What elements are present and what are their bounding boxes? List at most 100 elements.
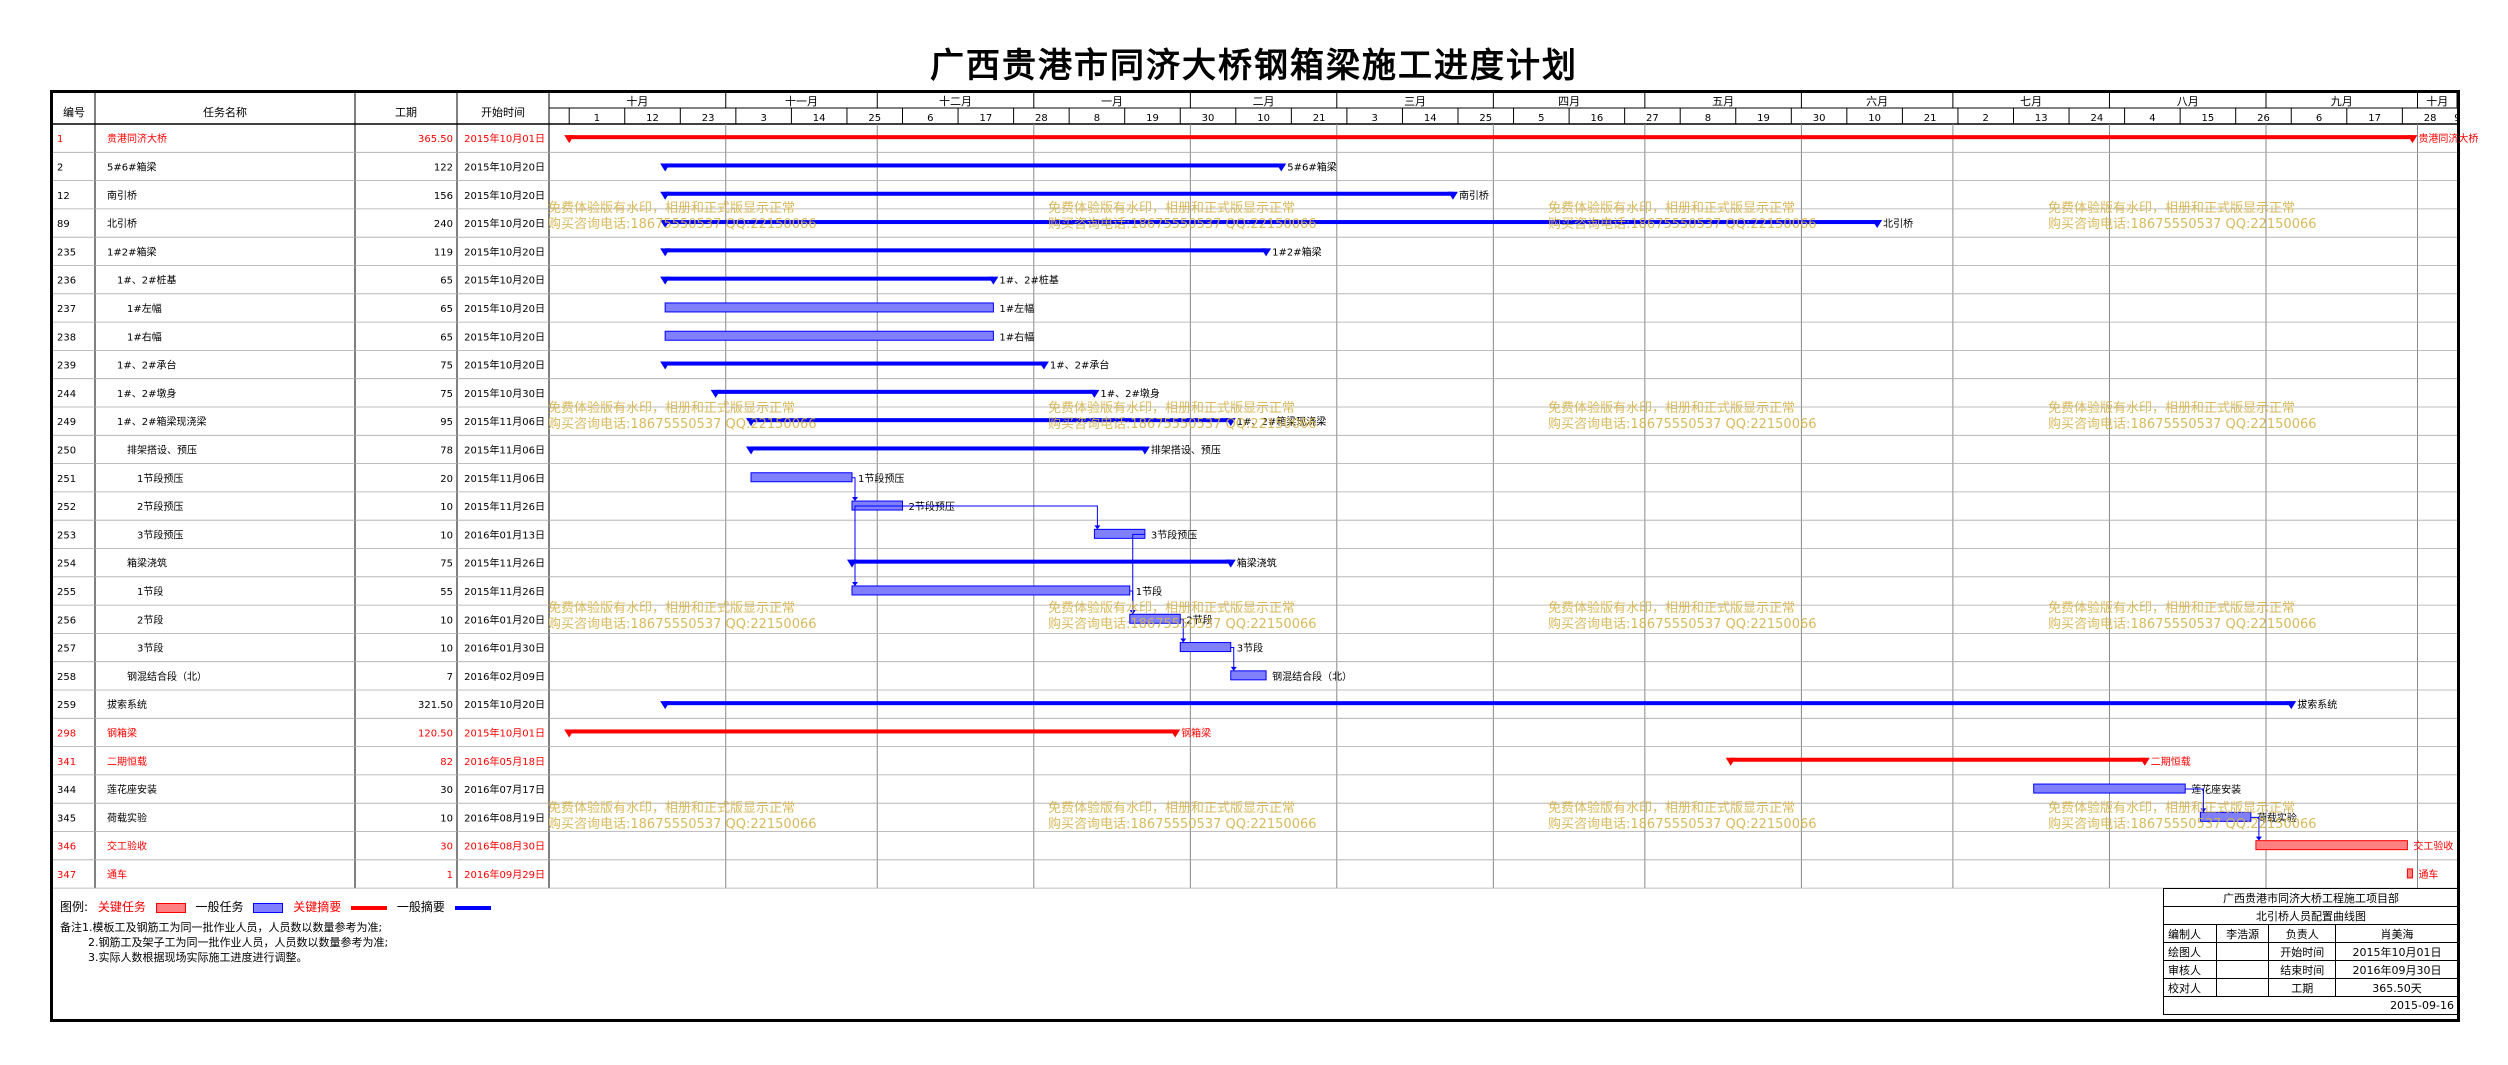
task-bar [851,585,1131,596]
summary-bar [569,135,2413,140]
watermark-line-2: 购买咨询电话:18675550537 QQ:22150066 [2048,816,2317,832]
cell-name: 3节段 [137,642,163,655]
cell-start: 2015年11月06日 [464,443,545,456]
cell-start: 2016年09月29日 [464,868,545,881]
dependency-link [852,477,856,501]
dependency-link [1180,618,1184,642]
cell-duration: 95 [440,417,453,428]
cell-name: 1节段预压 [137,472,183,485]
dependency-link [854,505,903,585]
cell-id: 256 [57,615,76,626]
tick-label: 16 [1591,113,1604,124]
cell-id: 250 [57,445,76,456]
summary-start-marker [746,418,756,427]
watermark-line-1: 免费体验版有水印，相册和正式版显示正常 [1548,400,1795,416]
tick-label: 10 [1868,113,1881,124]
title-block-cell [2215,978,2270,997]
title-block-cell: 校对人 [2163,978,2217,997]
watermark-line-1: 免费体验版有水印，相册和正式版显示正常 [1048,800,1295,816]
bar-label: 1节段预压 [858,472,904,485]
month-label: 四月 [1558,95,1580,108]
summary-end-marker [1261,248,1272,257]
gantt-frame [50,90,2460,1022]
tick-label: 8 [1094,113,1100,124]
watermark-line-1: 免费体验版有水印，相册和正式版显示正常 [548,200,795,216]
cell-duration: 55 [440,587,453,598]
summary-start-marker [660,361,671,370]
cell-name: 1节段 [137,585,163,598]
cell-id: 249 [57,417,76,428]
summary-start-marker [660,248,671,257]
summary-start-marker [660,163,671,172]
cell-id: 251 [57,474,76,485]
summary-end-marker [2407,135,2418,144]
title-block-cell: 负责人 [2268,924,2336,943]
bar-label: 交工验收 [2413,840,2453,853]
legend-critical-summary-swatch [351,905,388,910]
header-duration: 工期 [395,106,417,119]
bar-label: 北引桥 [1883,218,1913,230]
title-block-cell: 绘图人 [2163,942,2217,961]
legend-critical-task-swatch [155,902,186,913]
summary-end-marker [1276,163,1287,172]
cell-id: 253 [57,530,76,541]
summary-start-marker [746,446,756,455]
tick-label: 5 [1538,113,1544,124]
summary-bar [665,361,1044,366]
notes: 备注1.模板工及钢筋工为同一批作业人员，人员数以数量参考为准; 2.钢筋工及架子… [60,920,388,965]
dependency-arrow [1230,666,1237,671]
title-block-cell: 2016年09月30日 [2334,960,2460,979]
cell-name: 1#、2#承台 [117,359,176,372]
cell-start: 2015年10月01日 [464,726,545,739]
dependency-link [1230,647,1235,670]
month-label: 十月 [626,94,648,108]
note-line: 2.钢筋工及架子工为同一批作业人员，人员数以数量参考为准; [88,936,389,949]
cell-name: 3节段预压 [137,528,183,541]
bar-label: 二期恒载 [2151,755,2191,768]
cell-name: 1#2#箱梁 [107,245,156,258]
cell-name: 1#右幅 [127,330,162,343]
watermark-line-2: 购买咨询电话:18675550537 QQ:22150066 [548,216,817,232]
summary-start-marker [1725,757,1736,766]
tick-label: 12 [646,113,659,124]
summary-start-marker [660,220,671,229]
cell-id: 344 [57,785,76,796]
cell-start: 2016年01月20日 [464,613,545,626]
tick-label: 28 [2424,113,2437,124]
watermark-line-1: 免费体验版有水印，相册和正式版显示正常 [2048,800,2295,816]
task-bar [1230,670,1267,681]
cell-name: 北引桥 [107,218,137,230]
bar-label: 1#、2#箱梁现浇梁 [1237,415,1326,428]
title-block-cell: 2015年10月01日 [2334,942,2460,961]
cell-id: 298 [57,728,76,739]
cell-start: 2016年07月17日 [464,783,545,796]
tick-label: 4 [2149,113,2155,124]
summary-bar [665,276,994,281]
dependency-link [1132,533,1145,614]
month-label: 十一月 [785,94,818,108]
cell-name: 排架搭设、预压 [127,443,197,456]
cell-duration: 20 [440,474,453,485]
watermark-line-2: 购买咨询电话:18675550537 QQ:22150066 [2048,216,2317,232]
note-line: 备注1.模板工及钢筋工为同一批作业人员，人员数以数量参考为准; [60,921,383,934]
cell-duration: 75 [440,559,453,570]
month-label: 八月 [2177,95,2199,108]
cell-duration: 65 [440,276,453,287]
legend-critical-task: 关键任务 [97,900,146,914]
dependency-arrow [852,581,858,586]
cell-duration: 82 [440,757,453,768]
watermark-line-1: 免费体验版有水印，相册和正式版显示正常 [1548,800,1795,816]
bar-label: 箱梁浇筑 [1237,557,1277,570]
page-title: 广西贵港市同济大桥钢箱梁施工进度计划 [930,46,1578,86]
cell-duration: 365.50 [418,134,453,145]
month-label: 十二月 [939,94,972,108]
title-block-cell [2215,960,2270,979]
cell-start: 2015年10月20日 [464,274,545,287]
tick-label: 2 [1983,113,1989,124]
cell-id: 244 [57,389,76,400]
tick-label: 17 [979,113,992,124]
watermark-line-1: 免费体验版有水印，相册和正式版显示正常 [1048,200,1295,216]
summary-bar [852,559,1231,564]
tick-label: 30 [1813,113,1826,124]
cell-start: 2015年11月26日 [464,557,545,570]
